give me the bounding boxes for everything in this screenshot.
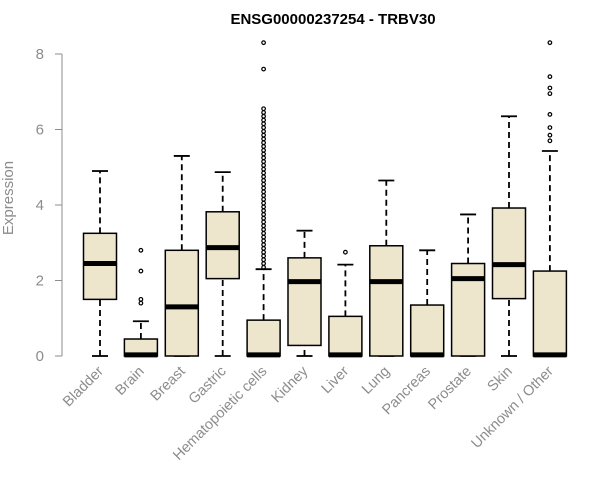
- x-tick-label: Kidney: [269, 363, 312, 406]
- boxes-group: [82, 40, 568, 358]
- x-tick-label: Skin: [485, 364, 516, 395]
- outlier-point: [547, 132, 553, 138]
- outlier-point: [261, 219, 267, 225]
- x-tick-label: Brain: [112, 364, 147, 399]
- outlier-point: [261, 234, 267, 240]
- iqr-box: [369, 245, 404, 357]
- box-bladder: [82, 170, 118, 357]
- outlier-point: [547, 111, 553, 117]
- outlier-point: [261, 159, 267, 164]
- outlier-point: [261, 253, 267, 259]
- outlier-point: [261, 144, 267, 149]
- iqr-box: [491, 207, 527, 300]
- x-tick-label: Liver: [319, 363, 353, 397]
- outlier-point: [261, 193, 267, 198]
- outlier-point: [261, 132, 267, 138]
- y-tick-label: 2: [36, 273, 44, 290]
- outlier-point: [547, 74, 553, 80]
- x-tick-label: Breast: [148, 364, 189, 405]
- box-brain: [123, 247, 159, 358]
- outlier-point: [138, 296, 144, 302]
- outlier-point: [261, 170, 267, 176]
- box-skin: [491, 115, 527, 357]
- outlier-point: [261, 121, 267, 127]
- outlier-point: [138, 247, 144, 253]
- box-unknown-other: [532, 40, 568, 358]
- outlier-point: [261, 110, 267, 115]
- box-pancreas: [409, 249, 445, 358]
- outlier-point: [261, 174, 267, 180]
- box-lung: [369, 179, 404, 357]
- outlier-point: [547, 125, 553, 131]
- outlier-point: [261, 189, 267, 195]
- outlier-point: [261, 117, 267, 123]
- iqr-box: [287, 257, 322, 347]
- outlier-point: [547, 138, 553, 144]
- iqr-box: [82, 232, 118, 301]
- iqr-box: [164, 249, 200, 357]
- outlier-point: [261, 246, 267, 251]
- outlier-point: [261, 212, 267, 217]
- outlier-point: [138, 268, 144, 274]
- outlier-point: [138, 300, 144, 306]
- outlier-point: [261, 242, 267, 248]
- outlier-point: [547, 91, 553, 97]
- outlier-point: [261, 66, 267, 72]
- box-kidney: [287, 229, 322, 357]
- outlier-point: [343, 249, 348, 255]
- outlier-point: [261, 264, 267, 270]
- iqr-box: [532, 270, 568, 357]
- outlier-point: [547, 40, 553, 46]
- outlier-point: [261, 200, 267, 206]
- outlier-point: [261, 140, 267, 146]
- outlier-point: [261, 128, 267, 134]
- outlier-point: [261, 238, 267, 244]
- outlier-point: [261, 106, 267, 112]
- box-breast: [164, 155, 200, 357]
- iqr-box: [246, 319, 281, 357]
- outlier-point: [261, 125, 267, 131]
- outlier-point: [261, 155, 267, 161]
- x-tick-label: Prostate: [425, 364, 474, 413]
- outlier-point: [261, 181, 267, 187]
- box-liver: [328, 249, 363, 358]
- outlier-point: [547, 85, 553, 91]
- outlier-point: [261, 257, 267, 263]
- y-tick-label: 8: [36, 46, 44, 63]
- chart-title: ENSG00000237254 - TRBV30: [230, 11, 435, 28]
- outlier-point: [261, 185, 267, 191]
- outlier-point: [261, 261, 267, 266]
- y-axis: 0 2 4 6 8: [36, 46, 63, 365]
- box-prostate: [450, 213, 486, 357]
- outlier-point: [261, 223, 267, 229]
- y-axis-label: Expression: [0, 161, 17, 235]
- outlier-point: [261, 151, 267, 157]
- iqr-box: [328, 315, 363, 357]
- outlier-point: [261, 147, 267, 153]
- y-tick-label: 4: [36, 197, 44, 214]
- x-tick-label: Lung: [359, 364, 393, 398]
- outlier-point: [261, 113, 267, 119]
- outlier-point: [261, 249, 267, 255]
- outlier-point: [261, 162, 267, 168]
- iqr-box: [409, 304, 445, 357]
- outlier-point: [261, 215, 267, 221]
- outlier-point: [261, 208, 267, 214]
- outlier-point: [261, 40, 267, 46]
- x-tick-label: Bladder: [60, 363, 107, 410]
- y-tick-label: 6: [36, 122, 44, 139]
- outlier-point: [261, 178, 267, 183]
- box-hematopoietic-cells: [246, 40, 281, 358]
- outlier-point: [261, 136, 267, 142]
- outlier-point: [261, 227, 267, 232]
- outlier-point: [261, 204, 267, 210]
- outlier-point: [261, 196, 267, 202]
- y-tick-label: 0: [36, 348, 44, 365]
- outlier-point: [261, 166, 267, 172]
- outlier-point: [261, 230, 267, 236]
- box-gastric: [205, 171, 240, 357]
